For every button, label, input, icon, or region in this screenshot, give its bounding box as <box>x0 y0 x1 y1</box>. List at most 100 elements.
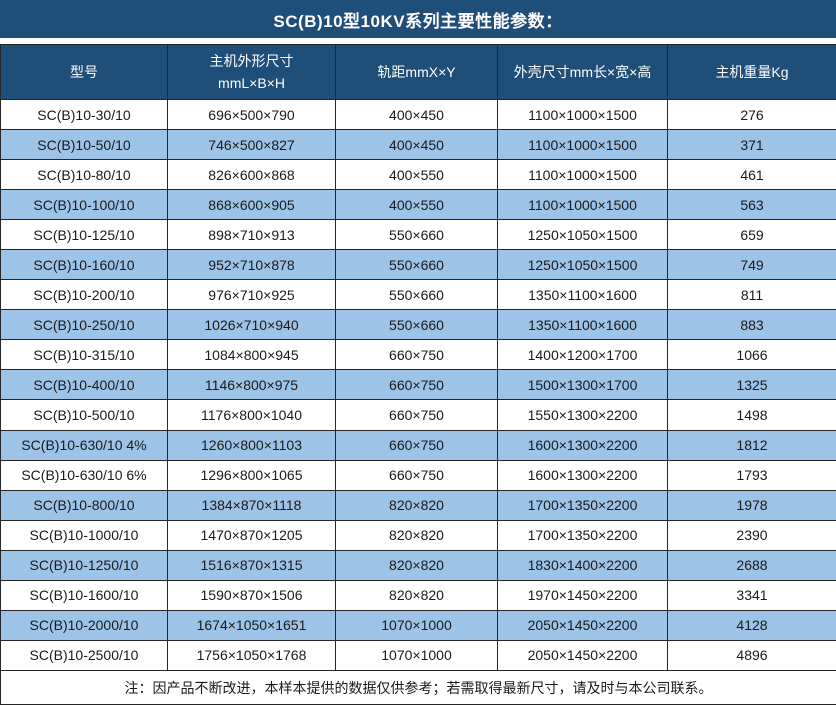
table-cell: 1400×1200×1700 <box>497 339 668 371</box>
note-text: 注：因产品不断改进，本样本提供的数据仅供参考；若需取得最新尺寸，请及时与本公司联… <box>0 670 836 705</box>
header-row: 型号 主机外形尺寸 mmL×B×H 轨距mmX×Y 外壳尺寸mm长×宽×高 主机… <box>0 44 836 100</box>
table-cell: SC(B)10-2000/10 <box>0 609 168 641</box>
table-cell: 2050×1450×2200 <box>497 609 668 641</box>
table-cell: SC(B)10-630/10 4% <box>0 429 168 461</box>
table-cell: 4128 <box>667 609 836 641</box>
table-cell: 898×710×913 <box>167 219 336 251</box>
col-header-body-dimensions-line1: 主机外形尺寸 <box>209 53 294 69</box>
table-cell: SC(B)10-1600/10 <box>0 579 168 611</box>
table-cell: 1500×1300×1700 <box>497 369 668 401</box>
table-body: SC(B)10-30/10 696×500×790 400×450 1100×1000… <box>0 98 836 672</box>
table-cell: 1812 <box>667 429 836 461</box>
table-cell: SC(B)10-400/10 <box>0 369 168 401</box>
table-cell: 952×710×878 <box>167 249 336 281</box>
table-cell: 976×710×925 <box>167 279 336 311</box>
col-header-weight: 主机重量Kg <box>667 44 836 100</box>
table-cell: 3341 <box>667 579 836 611</box>
table-cell: 550×660 <box>335 309 498 341</box>
table-cell: 749 <box>667 249 836 281</box>
table-cell: 1470×870×1205 <box>167 519 336 551</box>
table-row: SC(B)10-500/10 1176×800×1040 660×750 1550×1… <box>0 399 836 431</box>
table-cell: 371 <box>667 129 836 161</box>
table-cell: 1756×1050×1768 <box>167 639 336 672</box>
table-cell: 400×450 <box>335 98 498 131</box>
table-cell: 1600×1300×2200 <box>497 429 668 461</box>
table-cell: 2688 <box>667 549 836 581</box>
table-cell: 1600×1300×2200 <box>497 459 668 491</box>
table-cell: 1516×870×1315 <box>167 549 336 581</box>
table-cell: SC(B)10-2500/10 <box>0 639 168 672</box>
table-cell: 1176×800×1040 <box>167 399 336 431</box>
table-cell: 660×750 <box>335 399 498 431</box>
table-row: SC(B)10-2500/10 1756×1050×1768 1070×1000 20… <box>0 639 836 672</box>
table-row: SC(B)10-50/10 746×500×827 400×450 1100×1000… <box>0 129 836 161</box>
table-cell: 826×600×868 <box>167 159 336 191</box>
table-row: SC(B)10-800/10 1384×870×1118 820×820 1700×1… <box>0 489 836 521</box>
table-cell: 1296×800×1065 <box>167 459 336 491</box>
table-row: SC(B)10-1600/10 1590×870×1506 820×820 1970×… <box>0 579 836 611</box>
table-cell: 811 <box>667 279 836 311</box>
table-cell: 820×820 <box>335 489 498 521</box>
spec-table: 型号 主机外形尺寸 mmL×B×H 轨距mmX×Y 外壳尺寸mm长×宽×高 主机… <box>0 44 836 705</box>
table-cell: 660×750 <box>335 459 498 491</box>
table-row: SC(B)10-2000/10 1674×1050×1651 1070×1000 20… <box>0 609 836 641</box>
table-cell: SC(B)10-1000/10 <box>0 519 168 551</box>
table-cell: SC(B)10-1250/10 <box>0 549 168 581</box>
table-cell: 883 <box>667 309 836 341</box>
table-row: SC(B)10-30/10 696×500×790 400×450 1100×1000… <box>0 98 836 131</box>
table-row: SC(B)10-160/10 952×710×878 550×660 1250×105… <box>0 249 836 281</box>
table-cell: 1260×800×1103 <box>167 429 336 461</box>
table-cell: 2390 <box>667 519 836 551</box>
table-cell: 660×750 <box>335 369 498 401</box>
table-cell: 400×450 <box>335 129 498 161</box>
table-cell: SC(B)10-100/10 <box>0 189 168 221</box>
table-cell: 563 <box>667 189 836 221</box>
table-cell: SC(B)10-30/10 <box>0 98 168 131</box>
table-cell: SC(B)10-250/10 <box>0 309 168 341</box>
table-cell: 1100×1000×1500 <box>497 159 668 191</box>
table-cell: 400×550 <box>335 159 498 191</box>
table-row: SC(B)10-630/10 6% 1296×800×1065 660×750 160… <box>0 459 836 491</box>
table-cell: 1384×870×1118 <box>167 489 336 521</box>
table-cell: 1498 <box>667 399 836 431</box>
table-cell: 1700×1350×2200 <box>497 489 668 521</box>
table-row: SC(B)10-125/10 898×710×913 550×660 1250×105… <box>0 219 836 251</box>
col-header-body-dimensions: 主机外形尺寸 mmL×B×H <box>167 44 336 100</box>
table-cell: 868×600×905 <box>167 189 336 221</box>
table-cell: 1793 <box>667 459 836 491</box>
table-cell: SC(B)10-160/10 <box>0 249 168 281</box>
table-row: SC(B)10-400/10 1146×800×975 660×750 1500×13… <box>0 369 836 401</box>
table-cell: 1146×800×975 <box>167 369 336 401</box>
table-cell: 1070×1000 <box>335 609 498 641</box>
table-cell: 400×550 <box>335 189 498 221</box>
table-row: SC(B)10-315/10 1084×800×945 660×750 1400×12… <box>0 339 836 371</box>
table-cell: 1250×1050×1500 <box>497 249 668 281</box>
table-cell: 820×820 <box>335 549 498 581</box>
table-cell: 276 <box>667 98 836 131</box>
table-cell: 746×500×827 <box>167 129 336 161</box>
table-cell: SC(B)10-200/10 <box>0 279 168 311</box>
table-cell: 1830×1400×2200 <box>497 549 668 581</box>
table-cell: 1550×1300×2200 <box>497 399 668 431</box>
table-cell: 1350×1100×1600 <box>497 279 668 311</box>
table-cell: 820×820 <box>335 519 498 551</box>
table-cell: SC(B)10-50/10 <box>0 129 168 161</box>
table-cell: 1100×1000×1500 <box>497 129 668 161</box>
col-header-rail-gauge: 轨距mmX×Y <box>335 44 498 100</box>
table-cell: 1590×870×1506 <box>167 579 336 611</box>
table-row: SC(B)10-80/10 826×600×868 400×550 1100×1000… <box>0 159 836 191</box>
table-cell: 1026×710×940 <box>167 309 336 341</box>
table-cell: 696×500×790 <box>167 98 336 131</box>
table-row: SC(B)10-250/10 1026×710×940 550×660 1350×11… <box>0 309 836 341</box>
table-row: SC(B)10-200/10 976×710×925 550×660 1350×110… <box>0 279 836 311</box>
table-cell: 1350×1100×1600 <box>497 309 668 341</box>
table-cell: 659 <box>667 219 836 251</box>
table-cell: 1325 <box>667 369 836 401</box>
table-cell: 660×750 <box>335 429 498 461</box>
table-cell: 1066 <box>667 339 836 371</box>
table-cell: 1070×1000 <box>335 639 498 672</box>
table-cell: 1700×1350×2200 <box>497 519 668 551</box>
table-cell: 660×750 <box>335 339 498 371</box>
col-header-body-dimensions-line2: mmL×B×H <box>218 75 285 91</box>
table-cell: 550×660 <box>335 219 498 251</box>
